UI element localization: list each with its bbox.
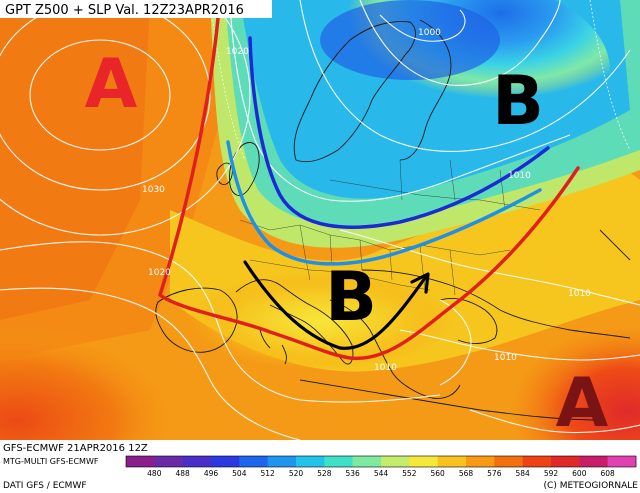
slp-isobars xyxy=(0,0,640,440)
copyright-label: (C) METEOGIORNALE xyxy=(544,481,639,491)
title-box xyxy=(0,0,272,18)
isobar-label: 1010 xyxy=(374,363,397,373)
color-scale-tick: 568 xyxy=(459,469,474,478)
color-scale-swatch xyxy=(126,456,155,467)
color-scale-tick: 520 xyxy=(289,469,304,478)
color-scale-frame xyxy=(125,455,637,468)
product-label: MTG-MULTI GFS-ECMWF xyxy=(3,457,99,466)
map-title: GPT Z500 + SLP Val. 12Z23APR2016 xyxy=(5,3,244,18)
color-scale-swatch xyxy=(409,456,438,467)
country-borders xyxy=(239,159,541,296)
isobar-label: 1020 xyxy=(226,47,249,57)
ridge-boundary xyxy=(158,16,580,361)
color-scale-tick: 496 xyxy=(204,469,219,478)
color-scale: 480 488 496 504 512 520 528 536 544 552 560 568 576 5… xyxy=(125,455,637,478)
color-scale-swatch xyxy=(296,456,325,467)
color-scale-swatch xyxy=(494,456,523,467)
color-scale-swatch xyxy=(239,456,268,467)
trough-axis-outer xyxy=(226,140,542,266)
flow-arrow-head xyxy=(410,272,430,294)
color-scale-tick: 480 xyxy=(147,469,162,478)
color-scale-swatch xyxy=(182,456,212,467)
color-scale-tick: 536 xyxy=(346,469,361,478)
color-scale-tick: 600 xyxy=(572,469,587,478)
color-scale-swatch xyxy=(352,456,382,467)
low-pressure-letter: B xyxy=(325,258,377,337)
color-scale-tick: 512 xyxy=(261,469,276,478)
high-pressure-letter: A xyxy=(556,364,609,443)
color-scale-tick: 584 xyxy=(516,469,531,478)
color-scale-tick: 528 xyxy=(317,469,332,478)
color-scale-swatch xyxy=(607,456,637,467)
color-scale-swatch xyxy=(154,456,183,467)
model-run-label: GFS-ECMWF 21APR2016 12Z xyxy=(3,443,148,454)
isobar-label: 1010 xyxy=(494,353,517,363)
color-scale-swatch xyxy=(381,456,410,467)
trough-axis-inner xyxy=(248,36,550,229)
color-scale-tick: 560 xyxy=(431,469,446,478)
atlantic-ridge-core xyxy=(0,0,150,320)
color-scale-swatch xyxy=(466,456,495,467)
color-scale-tick: 552 xyxy=(402,469,417,478)
auxiliary-isobars xyxy=(209,0,631,161)
deep-low-core xyxy=(320,0,500,80)
color-scale-swatch xyxy=(579,456,608,467)
color-scale-tick: 504 xyxy=(232,469,247,478)
map-field: A B B A 1020 1000 1030 1010 1020 1010 10… xyxy=(0,0,640,443)
isobar-labels: 1020 1000 1030 1010 1020 1010 1010 1010 … xyxy=(142,28,591,373)
color-scale-swatch xyxy=(324,456,353,467)
color-scale-tick: 592 xyxy=(544,469,559,478)
color-scale-tick: 576 xyxy=(487,469,502,478)
isobar-label: 1030 xyxy=(142,185,165,195)
isobar-label: 1010 xyxy=(568,289,591,299)
color-scale-tick: 488 xyxy=(176,469,191,478)
color-scale-swatch xyxy=(522,456,552,467)
low-pressure-letter: B xyxy=(492,62,544,141)
isobar-label: 1000 xyxy=(418,28,441,38)
flow-arrow xyxy=(243,260,427,350)
high-pressure-letter: A xyxy=(85,45,138,124)
color-scale-tick: 544 xyxy=(374,469,389,478)
color-scale-swatch xyxy=(437,456,467,467)
data-source-label: DATI GFS / ECMWF xyxy=(3,481,87,491)
color-scale-swatch xyxy=(267,456,297,467)
isobar-label: 1020 xyxy=(148,268,171,278)
isobar-label: 1010 xyxy=(508,171,531,181)
color-scale-swatch xyxy=(211,456,240,467)
color-scale-tick: 608 xyxy=(601,469,616,478)
color-scale-swatch xyxy=(551,456,580,467)
